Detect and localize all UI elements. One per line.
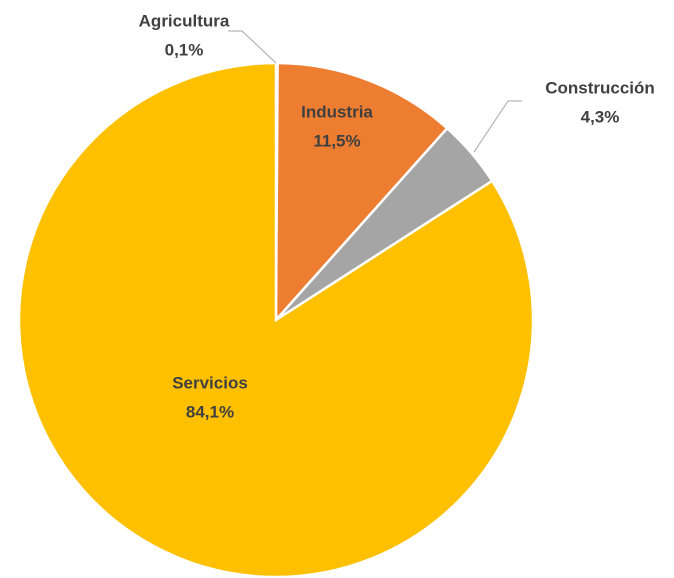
pie-slice [17, 61, 535, 578]
slice-value-label: 4,3% [581, 107, 620, 126]
leader-line [228, 30, 277, 64]
slice-label: Agricultura [139, 11, 230, 30]
pie [17, 61, 535, 578]
slice-value-label: 84,1% [186, 402, 234, 421]
slice-value-label: 11,5% [313, 131, 360, 150]
leader-line [473, 100, 522, 153]
slice-label: Servicios [172, 373, 248, 392]
pie-slice [274, 61, 449, 324]
slice-value-label: 0,1% [165, 40, 204, 59]
labels: Agricultura 0,1% Industria 11,5% Construcció… [139, 11, 655, 421]
slice-label: Construcción [545, 78, 655, 97]
slice-label: Industria [301, 102, 373, 121]
